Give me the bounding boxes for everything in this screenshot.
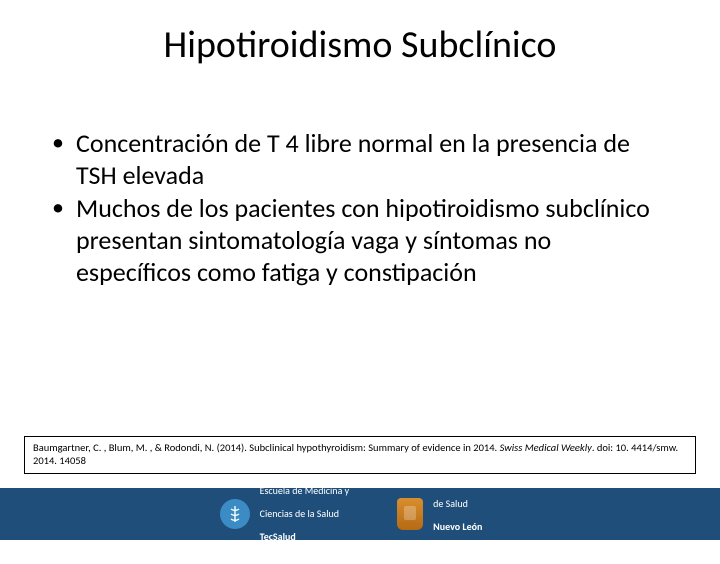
shield-icon (402, 504, 418, 524)
slide: Hipotiroidismo Subclínico Concentración … (0, 0, 720, 540)
bullet-item: Muchos de los pacientes con hipotiroidis… (48, 193, 672, 288)
bullet-list: Concentración de T 4 libre normal en la … (48, 128, 672, 289)
footer-right-text: Secretaría de Salud Nuevo León GOBIERNO … (433, 464, 500, 564)
citation-text: Baumgartner, C. , Blum, M. , & Rodondi, … (33, 441, 687, 467)
footer-right-line2: de Salud (433, 498, 500, 510)
footer-right-sub: GOBIERNO DEL ESTADO (433, 544, 500, 552)
citation-prefix: Baumgartner, C. , Blum, M. , & Rodondi, … (33, 441, 500, 454)
footer-left-line3: TecSalud (260, 531, 350, 543)
footer-bar: Escuela de Medicina y Ciencias de la Sal… (0, 488, 720, 540)
tecsalud-icon (220, 499, 250, 529)
footer-logo-left: Escuela de Medicina y Ciencias de la Sal… (220, 474, 350, 555)
slide-title: Hipotiroidismo Subclínico (0, 22, 720, 68)
content-area: Concentración de T 4 libre normal en la … (48, 128, 672, 291)
footer-right-line3: Nuevo León (433, 521, 500, 533)
footer-left-line1: Escuela de Medicina y (260, 485, 350, 497)
footer-left-text: Escuela de Medicina y Ciencias de la Sal… (260, 474, 350, 555)
citation-box: Baumgartner, C. , Blum, M. , & Rodondi, … (24, 436, 696, 474)
citation-journal: Swiss Medical Weekly (500, 441, 592, 454)
nuevo-leon-shield-icon (397, 498, 423, 530)
bullet-item: Concentración de T 4 libre normal en la … (48, 128, 672, 191)
footer-left-line2: Ciencias de la Salud (260, 508, 350, 520)
footer-logo-right: Secretaría de Salud Nuevo León GOBIERNO … (397, 464, 500, 564)
caduceus-icon (226, 505, 244, 523)
footer-right-line1: Secretaría (433, 475, 500, 487)
